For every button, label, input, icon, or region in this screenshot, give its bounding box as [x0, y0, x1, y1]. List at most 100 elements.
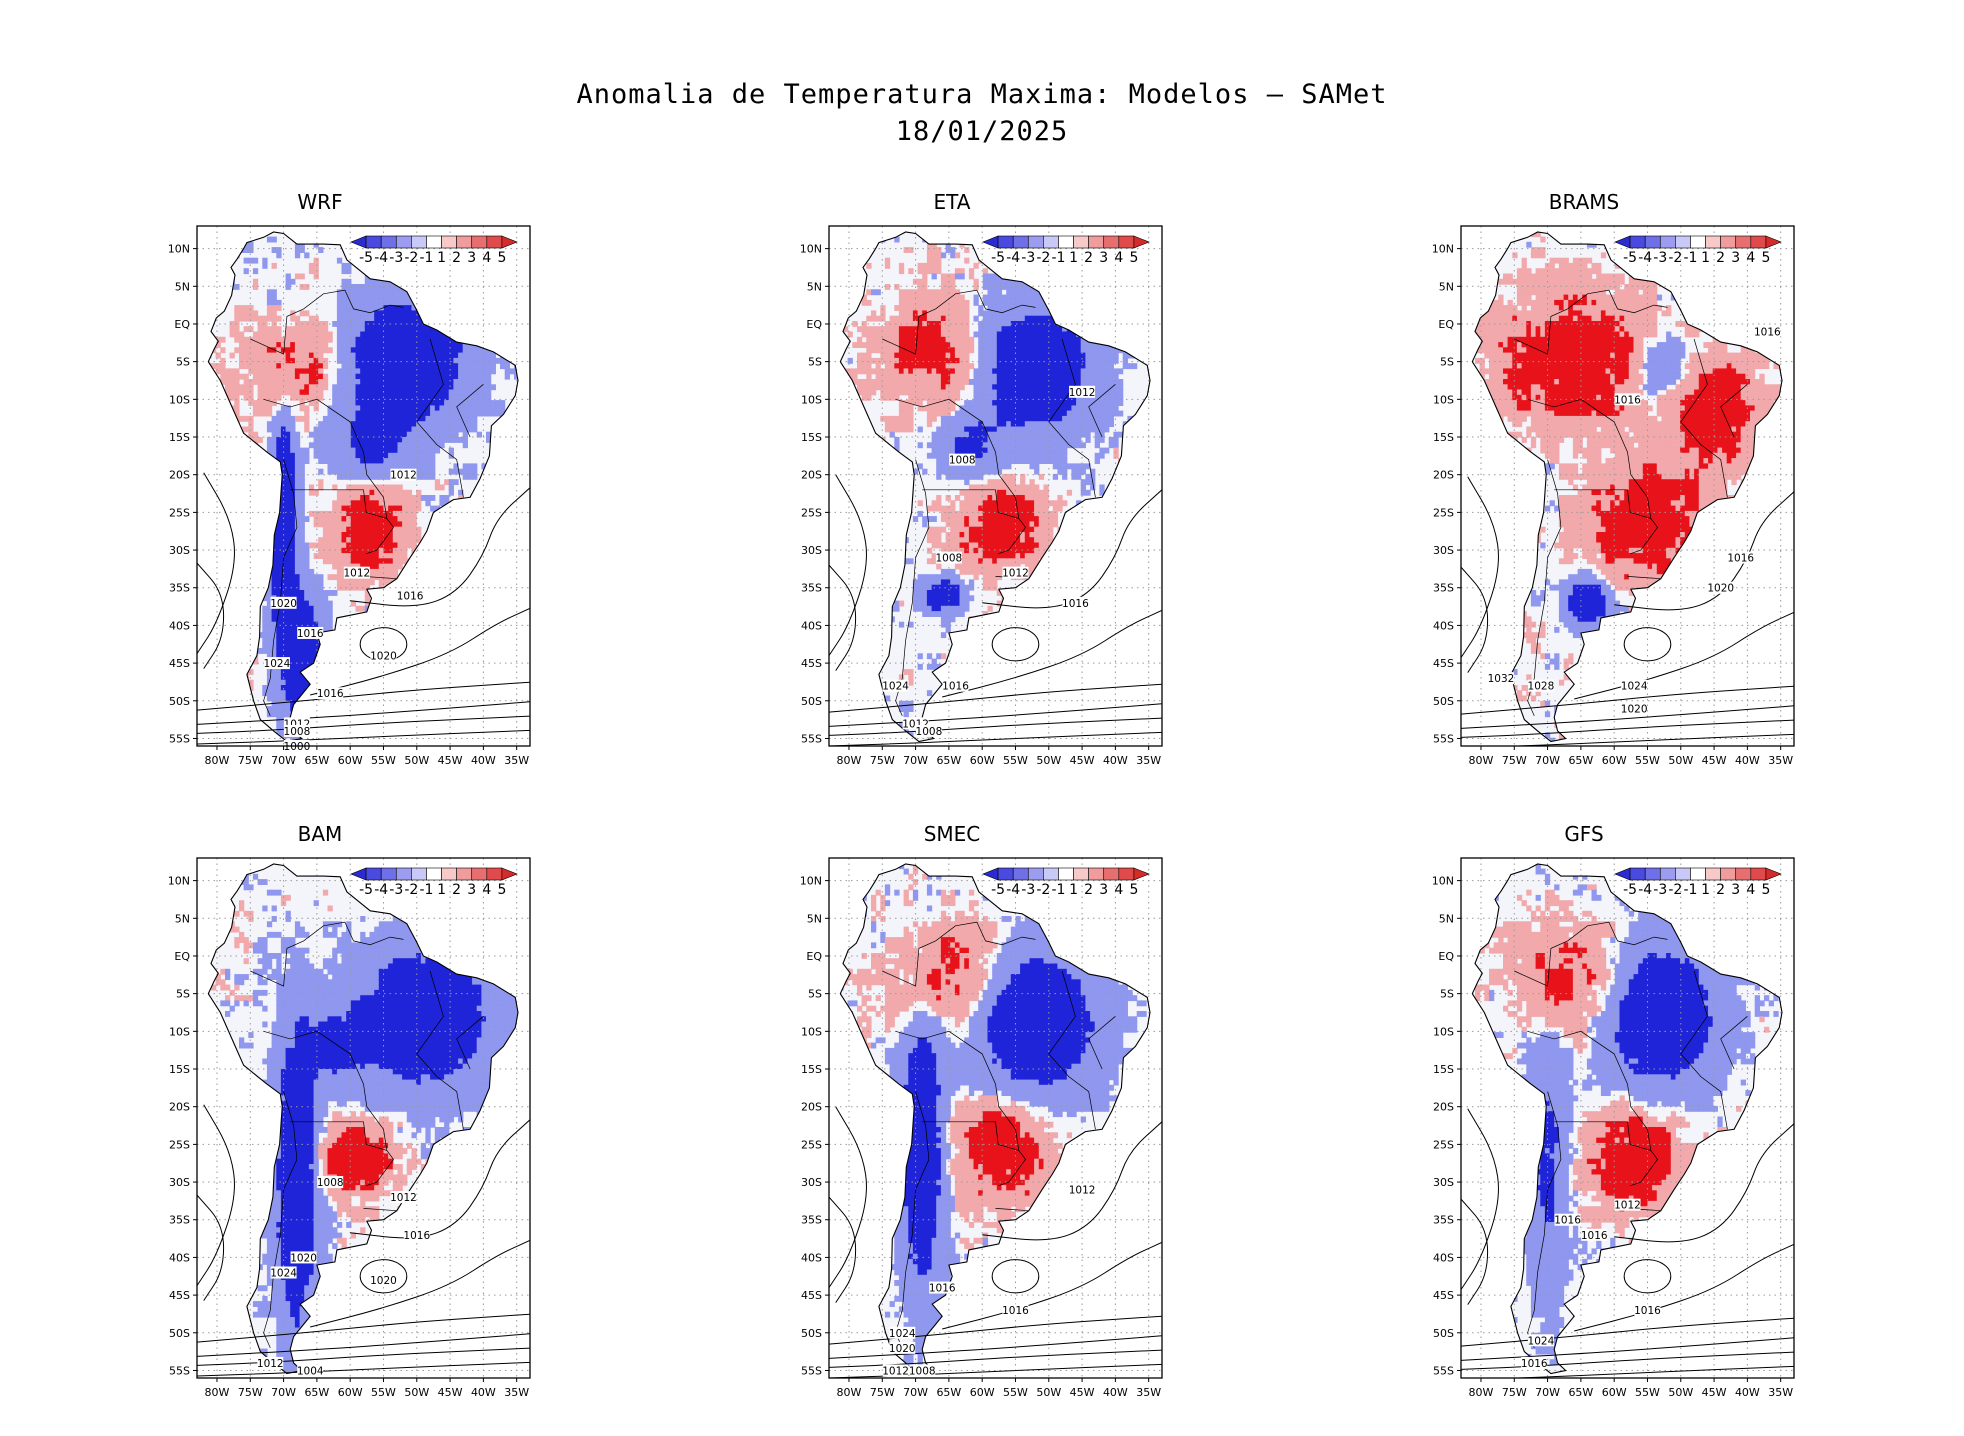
lat-tick-label: 5N [1439, 912, 1454, 925]
lon-tick-label: 75W [870, 1386, 895, 1399]
lat-tick-label: 25S [1433, 1138, 1454, 1151]
lat-tick-label: 55S [1433, 1364, 1454, 1377]
lon-tick-label: 55W [1003, 754, 1028, 767]
colorbar-label: 1 [1069, 250, 1078, 266]
isobar-label: 1012 [390, 1191, 417, 1204]
lat-tick-label: 50S [1433, 1327, 1454, 1340]
lat-tick-label: 35S [169, 582, 190, 595]
colorbar-label: -4 [374, 882, 388, 898]
lat-tick-label: 10S [801, 393, 822, 406]
panel-title: BRAMS [1459, 190, 1709, 214]
isobar-label: 1008 [916, 724, 942, 738]
lon-tick-label: 55W [371, 1386, 396, 1399]
lat-tick-label: 35S [801, 1214, 822, 1227]
isobar-label: 1016 [297, 626, 324, 640]
isobar-label: 1016 [1062, 596, 1089, 610]
isobar-label: 1008 [284, 724, 311, 738]
lat-tick-label: 25S [801, 506, 822, 519]
isobar-label: 1004 [297, 1364, 324, 1377]
colorbar: -5 -4 -3 -2 -1 1 2 3 4 5 [1614, 867, 1782, 898]
lon-tick-label: 80W [1469, 754, 1494, 767]
lon-tick-label: 80W [205, 754, 230, 767]
lat-tick-label: 15S [169, 431, 190, 444]
lon-tick-label: 70W [1535, 754, 1560, 767]
country-borders [1514, 289, 1748, 717]
colorbar-swatch [411, 867, 427, 881]
colorbar-swatch [1043, 235, 1059, 249]
colorbar-label: -5 [991, 250, 1005, 266]
colorbar-label: 4 [1114, 882, 1123, 898]
svg-text:1008: 1008 [284, 726, 311, 738]
lon-tick-label: 35W [1768, 1386, 1793, 1399]
lat-tick-label: 20S [801, 469, 822, 482]
lon-tick-label: 55W [1635, 1386, 1660, 1399]
colorbar-label: -1 [1683, 250, 1697, 266]
colorbar-swatch [1705, 235, 1721, 249]
lat-tick-label: 10S [169, 393, 190, 406]
lon-tick-label: 55W [1635, 754, 1660, 767]
lon-tick-label: 65W [936, 1386, 961, 1399]
isobar-label: 1008 [317, 1176, 344, 1189]
isobar-lines [1461, 476, 1794, 746]
colorbar-label: 3 [1731, 250, 1740, 266]
colorbar-label: -1 [1051, 250, 1065, 266]
lat-tick-label: 55S [801, 1364, 822, 1377]
colorbar-swatch [997, 235, 1014, 249]
figure-title-line1: Anomalia de Temperatura Maxima: Modelos … [0, 76, 1964, 113]
colorbar-swatch [1012, 235, 1029, 249]
lat-tick-label: 10S [801, 1025, 822, 1038]
colorbar-swatch [1750, 867, 1767, 881]
colorbar-label: 4 [482, 882, 491, 898]
lat-tick-label: 25S [169, 1138, 190, 1151]
svg-text:1020: 1020 [270, 598, 297, 610]
lon-tick-label: 45W [1070, 1386, 1095, 1399]
lat-tick-label: 50S [169, 695, 190, 708]
colorbar-swatch [456, 235, 473, 249]
lat-tick-label: 5N [175, 280, 190, 293]
country-borders [250, 921, 484, 1349]
lon-tick-label: 75W [870, 754, 895, 767]
colorbar-swatch [1027, 867, 1044, 881]
colorbar-label: -5 [1623, 882, 1637, 898]
colorbar-label: 5 [1129, 250, 1138, 266]
lat-tick-label: 30S [801, 1176, 822, 1189]
map-grid [197, 226, 530, 746]
colorbar-label: -3 [389, 882, 403, 898]
lat-tick-label: 5S [176, 356, 190, 369]
colorbar-swatch [1644, 867, 1661, 881]
lon-tick-label: 70W [903, 754, 928, 767]
lon-tick-label: 45W [1070, 754, 1095, 767]
coastline [839, 863, 1151, 1375]
lon-tick-label: 40W [1103, 1386, 1128, 1399]
isobar-label: 1024 [264, 657, 291, 670]
isobar-label: 1016 [1581, 1228, 1608, 1242]
lat-tick-label: 40S [1433, 619, 1454, 632]
colorbar-label: 5 [497, 882, 506, 898]
isobar-label: 1020 [270, 596, 297, 610]
lat-tick-label: 25S [1433, 506, 1454, 519]
colorbar-label: 2 [452, 250, 461, 266]
lat-tick-label: 40S [169, 1251, 190, 1264]
lat-tick-label: 45S [801, 1289, 822, 1302]
colorbar-label: -2 [1668, 882, 1682, 898]
isobar-label: 1016 [403, 1228, 430, 1242]
panel-brams: BRAMS 1016 1016 1016 1020 1024 1020 1032 1028 80… [1349, 180, 1795, 767]
map-wrf: 1016102010121012101610241016101210081000… [168, 225, 531, 767]
lat-tick-label: 25S [169, 506, 190, 519]
colorbar-label: 2 [452, 882, 461, 898]
colorbar-label: 1 [1069, 882, 1078, 898]
svg-text:1012: 1012 [390, 470, 417, 482]
isobar-label: 1012 [257, 1356, 284, 1370]
colorbar-label: -2 [404, 882, 418, 898]
lat-tick-label: 30S [1433, 1176, 1454, 1189]
colorbar: -5 -4 -3 -2 -1 1 2 3 4 5 [350, 235, 518, 266]
isobar-label: 1020 [290, 1251, 317, 1264]
lon-tick-label: 60W [338, 1386, 363, 1399]
panel-title: BAM [195, 822, 445, 846]
colorbar-swatch [1629, 867, 1646, 881]
colorbar-swatch [471, 867, 488, 881]
map-bam: 1020 1016 1012 1008 1020 1024 1012 1004 80W 75W 70… [168, 857, 531, 1399]
colorbar-label: 5 [1129, 882, 1138, 898]
lon-tick-label: 80W [837, 754, 862, 767]
colorbar-swatch [365, 235, 382, 249]
